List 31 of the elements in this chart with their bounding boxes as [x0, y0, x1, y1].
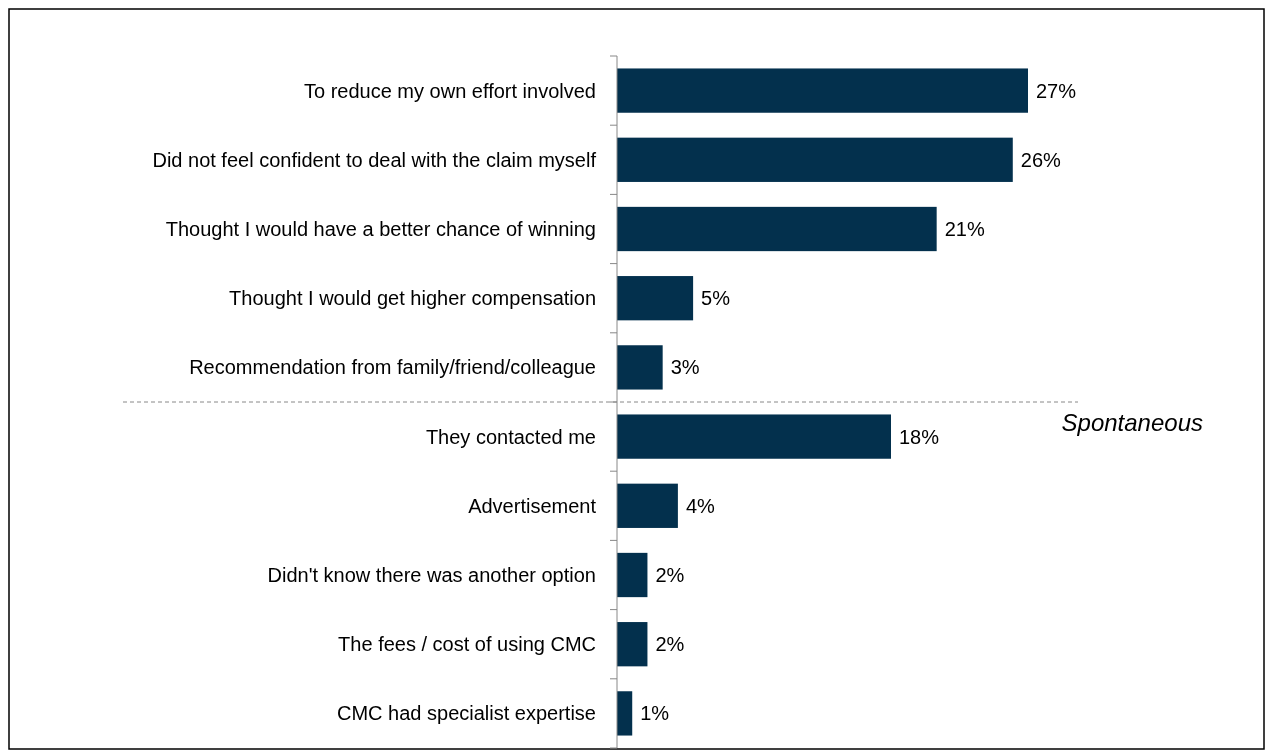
bar [617, 414, 891, 459]
data-label: 3% [670, 356, 700, 379]
y-tick-label: To reduce my own effort involved [303, 79, 596, 102]
bar [617, 483, 678, 528]
bar [617, 622, 648, 667]
bar [617, 137, 1013, 182]
bar [617, 345, 663, 390]
data-label: 27% [1036, 79, 1077, 102]
data-label: 26% [1020, 148, 1062, 171]
y-tick-label: Thought I would get higher compensation [229, 287, 596, 310]
data-label: 1% [640, 702, 670, 725]
data-label: 5% [701, 287, 731, 310]
y-tick-label: Recommendation from family/friend/colleague [189, 356, 596, 379]
y-tick-label: Thought I would have a better chance of winning [165, 218, 596, 240]
y-tick-label: Advertisement [468, 494, 597, 517]
y-tick-label: Did not feel confident to deal with the claim myself [152, 148, 597, 171]
bar [617, 552, 648, 598]
y-tick-label: Didn't know there was another option [267, 564, 596, 586]
bar [617, 68, 1028, 113]
data-label: 18% [899, 425, 940, 448]
text: Spontaneous [1061, 409, 1203, 436]
bar [617, 276, 694, 321]
y-tick-label: They contacted me [425, 425, 596, 448]
y-tick-label: CMC had specialist expertise [337, 702, 596, 725]
bar [617, 691, 633, 736]
data-label: 21% [944, 218, 985, 240]
y-tick-label: The fees / cost of using CMC [338, 633, 596, 656]
data-label: 2% [655, 564, 685, 586]
bar [617, 206, 937, 252]
data-label: 2% [655, 633, 685, 656]
data-label: 4% [685, 494, 716, 517]
